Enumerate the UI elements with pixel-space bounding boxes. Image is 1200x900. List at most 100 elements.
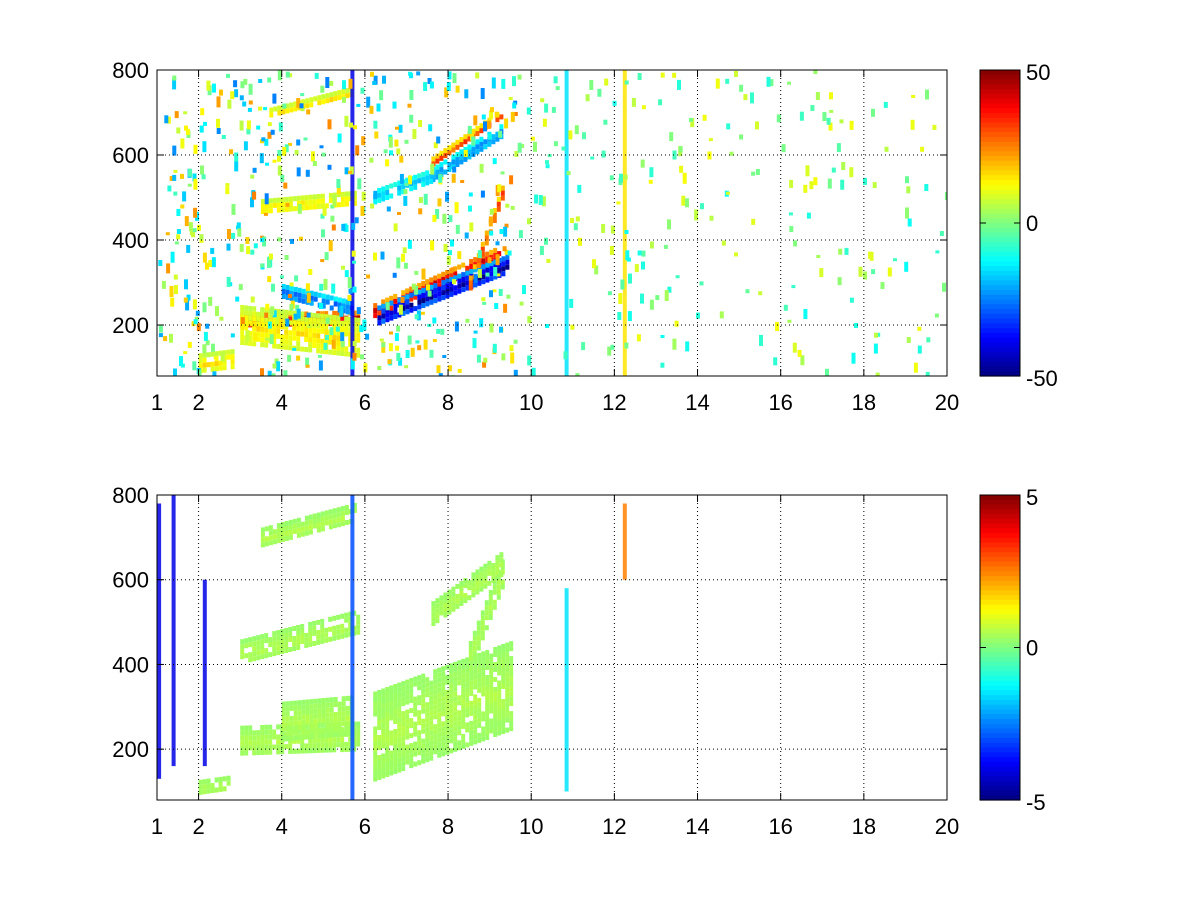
heatmap-cell — [312, 332, 317, 338]
heatmap-cell — [534, 194, 539, 204]
heatmap-cell — [472, 338, 477, 349]
heatmap-cell — [308, 194, 313, 200]
heatmap-cell — [389, 331, 393, 335]
heatmap-cell — [491, 578, 496, 583]
heatmap-cell — [397, 687, 402, 693]
heatmap-cell — [309, 300, 314, 306]
heatmap-cell — [429, 81, 434, 89]
heatmap-cell — [483, 568, 488, 574]
heatmap-cell — [561, 146, 566, 151]
heatmap-cell — [198, 789, 203, 795]
heatmap-cell — [324, 329, 329, 335]
heatmap-cell — [360, 87, 365, 94]
heatmap-cell — [399, 173, 404, 184]
heatmap-cell — [342, 96, 346, 103]
heatmap-cell — [264, 322, 269, 328]
heatmap-cell — [328, 742, 333, 748]
heatmap-cell — [226, 349, 231, 355]
heatmap-cell — [373, 756, 378, 762]
heatmap-cell — [501, 684, 506, 689]
heatmap-cell — [488, 595, 493, 600]
heatmap-cell — [437, 712, 442, 718]
heatmap-cell — [284, 531, 289, 536]
heatmap-cell — [297, 735, 302, 741]
heatmap-cell — [392, 101, 397, 109]
heatmap-cell — [745, 289, 750, 294]
heatmap-cell — [473, 734, 478, 740]
heatmap-cell — [447, 71, 452, 80]
heatmap-cell — [702, 114, 707, 121]
heatmap-cell — [272, 539, 277, 545]
heatmap-cell — [284, 309, 289, 315]
heatmap-cell — [461, 703, 466, 709]
heatmap-cell — [309, 719, 314, 725]
heatmap-cell — [696, 312, 700, 319]
heatmap-cell — [499, 572, 504, 578]
heatmap-cell — [634, 264, 639, 273]
heatmap-cell — [469, 690, 474, 696]
heatmap-cell — [452, 166, 457, 173]
heatmap-cell — [451, 147, 456, 153]
heatmap-cell — [473, 282, 478, 288]
heatmap-cell — [501, 709, 506, 714]
heatmap-cell — [280, 744, 285, 750]
colorbar-step — [980, 718, 1020, 725]
heatmap-cell — [389, 193, 394, 199]
heatmap-cell — [267, 131, 272, 139]
heatmap-cell — [453, 746, 458, 752]
heatmap-cell — [359, 325, 364, 333]
heatmap-cell — [320, 323, 325, 329]
heatmap-cell — [489, 658, 494, 664]
heatmap-cell — [316, 629, 321, 635]
heatmap-cell — [917, 345, 922, 354]
heatmap-cell — [269, 112, 274, 118]
heatmap-cell — [296, 195, 301, 201]
heatmap-cell — [604, 78, 609, 86]
heatmap-cell — [325, 722, 330, 728]
heatmap-cell — [348, 316, 353, 322]
heatmap-cell — [627, 311, 632, 322]
heatmap-cell — [277, 237, 282, 242]
heatmap-cell — [297, 725, 302, 731]
heatmap-cell — [497, 262, 502, 268]
heatmap-cell — [401, 290, 406, 296]
heatmap-cell — [264, 729, 269, 735]
heatmap-cell — [354, 217, 359, 224]
heatmap-cell — [467, 154, 472, 160]
heatmap-cell — [285, 290, 290, 295]
heatmap-cell — [425, 727, 430, 733]
heatmap-cell — [256, 125, 261, 130]
heatmap-cell — [278, 122, 283, 132]
heatmap-cell — [272, 333, 277, 339]
heatmap-cell — [210, 366, 215, 372]
heatmap-cell — [309, 699, 314, 705]
heatmap-cell — [479, 128, 484, 134]
heatmap-cell — [469, 710, 474, 716]
heatmap-cell — [352, 502, 357, 508]
heatmap-cell — [226, 73, 230, 78]
x-tick-label: 12 — [602, 390, 626, 415]
heatmap-cell — [501, 674, 506, 679]
heatmap-cell — [288, 196, 293, 202]
heatmap-cell — [304, 642, 309, 648]
heatmap-cell — [461, 683, 466, 689]
heatmap-cell — [472, 655, 477, 661]
heatmap-cell — [312, 743, 317, 749]
heatmap-cell — [553, 141, 558, 147]
heatmap-cell — [206, 362, 211, 368]
heatmap-cell — [316, 522, 321, 528]
heatmap-cell — [389, 150, 394, 156]
heatmap-cell — [385, 692, 390, 697]
heatmap-cell — [341, 94, 346, 100]
heatmap-column — [622, 70, 627, 376]
colorbar-step — [980, 84, 1020, 90]
heatmap-cell — [526, 107, 531, 115]
heatmap-cell — [463, 593, 468, 599]
heatmap-cell — [288, 627, 293, 632]
heatmap-cell — [341, 308, 346, 314]
heatmap-cell — [427, 290, 432, 297]
heatmap-cell — [344, 270, 349, 278]
heatmap-cell — [609, 245, 614, 255]
heatmap-cell — [501, 679, 506, 684]
heatmap-cell — [623, 174, 628, 180]
